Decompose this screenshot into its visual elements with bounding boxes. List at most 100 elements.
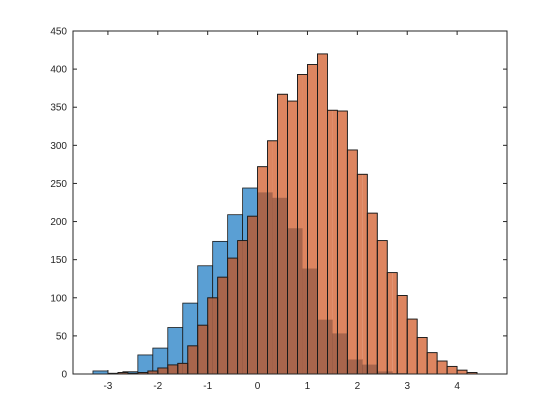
series-b-bar	[257, 166, 268, 375]
series-b-bar	[237, 240, 248, 375]
x-tick-label: -1	[203, 381, 212, 392]
series-b-fill	[467, 372, 478, 374]
series-b-fill	[277, 94, 288, 198]
overlap-bar	[362, 364, 368, 374]
y-tick-label: 350	[50, 103, 67, 114]
overlap-bar	[227, 258, 238, 374]
overlap-bar	[347, 359, 358, 374]
series-b-bar	[386, 272, 398, 375]
plot-box	[72, 30, 508, 375]
series-b-bar	[346, 149, 358, 375]
series-b-fill	[377, 240, 388, 372]
series-b-bar	[426, 352, 438, 375]
x-tick-label: -2	[153, 381, 162, 392]
series-b-fill	[297, 74, 303, 229]
series-b-bar	[446, 365, 458, 375]
series-b-bar	[376, 240, 388, 375]
overlap-bar	[237, 240, 243, 374]
overlap-bar	[137, 372, 148, 374]
y-tick-label: 300	[50, 141, 67, 152]
series-b-bar	[217, 276, 229, 375]
overlap-bar	[377, 371, 388, 374]
series-b-bar	[247, 215, 258, 375]
y-tick-label: 0	[61, 370, 67, 381]
overlap-bar	[152, 370, 158, 374]
series-b-bar	[317, 53, 328, 375]
x-tick-label: 3	[404, 381, 410, 392]
series-b-fill	[267, 140, 273, 193]
series-b-bar	[406, 318, 418, 375]
series-b-fill	[307, 64, 318, 269]
series-b-bar	[336, 110, 348, 375]
overlap-bar	[302, 268, 308, 374]
series-b-bar	[297, 74, 308, 375]
overlap-bar	[337, 333, 348, 374]
series-b-bar	[157, 367, 169, 375]
y-tick-label: 100	[50, 293, 67, 304]
overlap-bar	[177, 363, 183, 374]
x-tick-label: -3	[103, 381, 112, 392]
y-tick-label: 200	[50, 217, 67, 228]
overlap-bar	[157, 367, 168, 374]
y-tick-label: 400	[50, 65, 67, 76]
series-b-bar	[436, 360, 448, 375]
series-b-fill	[367, 213, 378, 365]
x-tick-label: 2	[355, 381, 361, 392]
series-b-fill	[272, 140, 278, 198]
series-b-fill	[427, 352, 438, 374]
series-b-bar	[197, 324, 209, 375]
y-tick-label: 150	[50, 255, 67, 266]
series-b-bar	[327, 109, 338, 375]
series-b-fill	[257, 166, 268, 193]
series-b-fill	[337, 111, 348, 334]
overlap-bar	[367, 364, 378, 374]
series-b-fill	[332, 110, 338, 334]
series-b-fill	[302, 74, 308, 269]
overlap-bar	[167, 364, 178, 374]
overlap-bar	[207, 297, 213, 374]
overlap-bar	[247, 216, 258, 374]
series-b-bar	[227, 257, 239, 375]
series-b-bar	[277, 93, 288, 375]
series-b-bar	[187, 345, 199, 375]
overlap-bar	[272, 197, 278, 374]
series-b-bar	[177, 362, 189, 375]
series-b-fill	[392, 272, 398, 374]
overlap-bar	[242, 240, 248, 374]
series-b-bar	[356, 173, 368, 375]
series-b-bar	[366, 212, 378, 375]
series-b-bars	[117, 53, 478, 375]
overlap-bar	[327, 319, 333, 374]
series-b-bar	[396, 295, 408, 375]
axes: 0 50 100 150 200 250 300 350 400 450 -3 -2 -1 0 1 2 3 4	[50, 27, 508, 392]
y-tick-label: 50	[56, 331, 68, 342]
y-tick-label: 250	[50, 179, 67, 190]
overlap-bar	[332, 333, 338, 374]
series-b-fill	[447, 366, 458, 374]
series-b-bar	[167, 364, 179, 375]
series-b-bar	[307, 64, 318, 375]
overlap-bar	[217, 277, 228, 374]
series-b-fill	[317, 53, 328, 320]
overlap-bar	[287, 228, 298, 374]
overlap-bar	[197, 325, 208, 374]
overlap-bar	[267, 192, 273, 374]
overlap-bar	[122, 372, 128, 374]
series-b-bar	[416, 337, 428, 375]
series-b-bar	[456, 369, 468, 375]
overlap-bar	[297, 228, 303, 374]
y-tick-label: 450	[50, 27, 67, 38]
series-b-fill	[397, 295, 408, 374]
overlap-bars	[117, 192, 408, 374]
x-tick-label: 0	[255, 381, 261, 392]
series-b-fill	[287, 101, 298, 229]
overlap-bar	[182, 363, 188, 374]
overlap-bar	[277, 197, 288, 374]
overlap-bar	[307, 268, 318, 374]
x-tick-label: 1	[305, 381, 311, 392]
series-b-fill	[362, 174, 368, 365]
series-b-fill	[327, 110, 333, 320]
overlap-bar	[187, 345, 198, 374]
